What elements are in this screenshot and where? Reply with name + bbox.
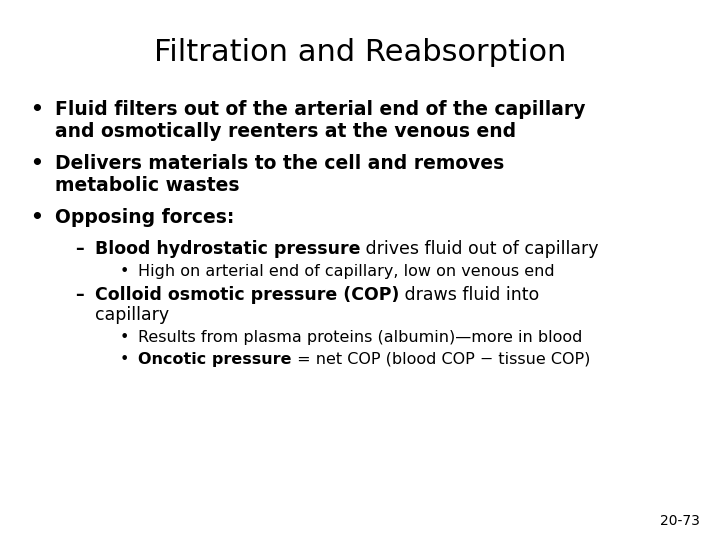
Text: •: •	[30, 154, 43, 173]
Text: •: •	[120, 330, 130, 345]
Text: Oncotic pressure: Oncotic pressure	[138, 352, 292, 367]
Text: High on arterial end of capillary, low on venous end: High on arterial end of capillary, low o…	[138, 264, 554, 279]
Text: Results from plasma proteins (albumin)—more in blood: Results from plasma proteins (albumin)—m…	[138, 330, 582, 345]
Text: Filtration and Reabsorption: Filtration and Reabsorption	[154, 38, 566, 67]
Text: •: •	[30, 100, 43, 119]
Text: 20-73: 20-73	[660, 514, 700, 528]
Text: •: •	[120, 352, 130, 367]
Text: drives fluid out of capillary: drives fluid out of capillary	[361, 240, 599, 258]
Text: –: –	[75, 240, 84, 258]
Text: capillary: capillary	[95, 306, 169, 324]
Text: Fluid filters out of the arterial end of the capillary: Fluid filters out of the arterial end of…	[55, 100, 585, 119]
Text: Colloid osmotic pressure (COP): Colloid osmotic pressure (COP)	[95, 286, 400, 304]
Text: draws fluid into: draws fluid into	[400, 286, 539, 304]
Text: Opposing forces:: Opposing forces:	[55, 208, 235, 227]
Text: and osmotically reenters at the venous end: and osmotically reenters at the venous e…	[55, 122, 516, 141]
Text: •: •	[30, 208, 43, 227]
Text: Delivers materials to the cell and removes: Delivers materials to the cell and remov…	[55, 154, 504, 173]
Text: –: –	[75, 286, 84, 304]
Text: = net COP (blood COP − tissue COP): = net COP (blood COP − tissue COP)	[292, 352, 590, 367]
Text: Blood hydrostatic pressure: Blood hydrostatic pressure	[95, 240, 361, 258]
Text: •: •	[120, 264, 130, 279]
Text: metabolic wastes: metabolic wastes	[55, 176, 240, 195]
